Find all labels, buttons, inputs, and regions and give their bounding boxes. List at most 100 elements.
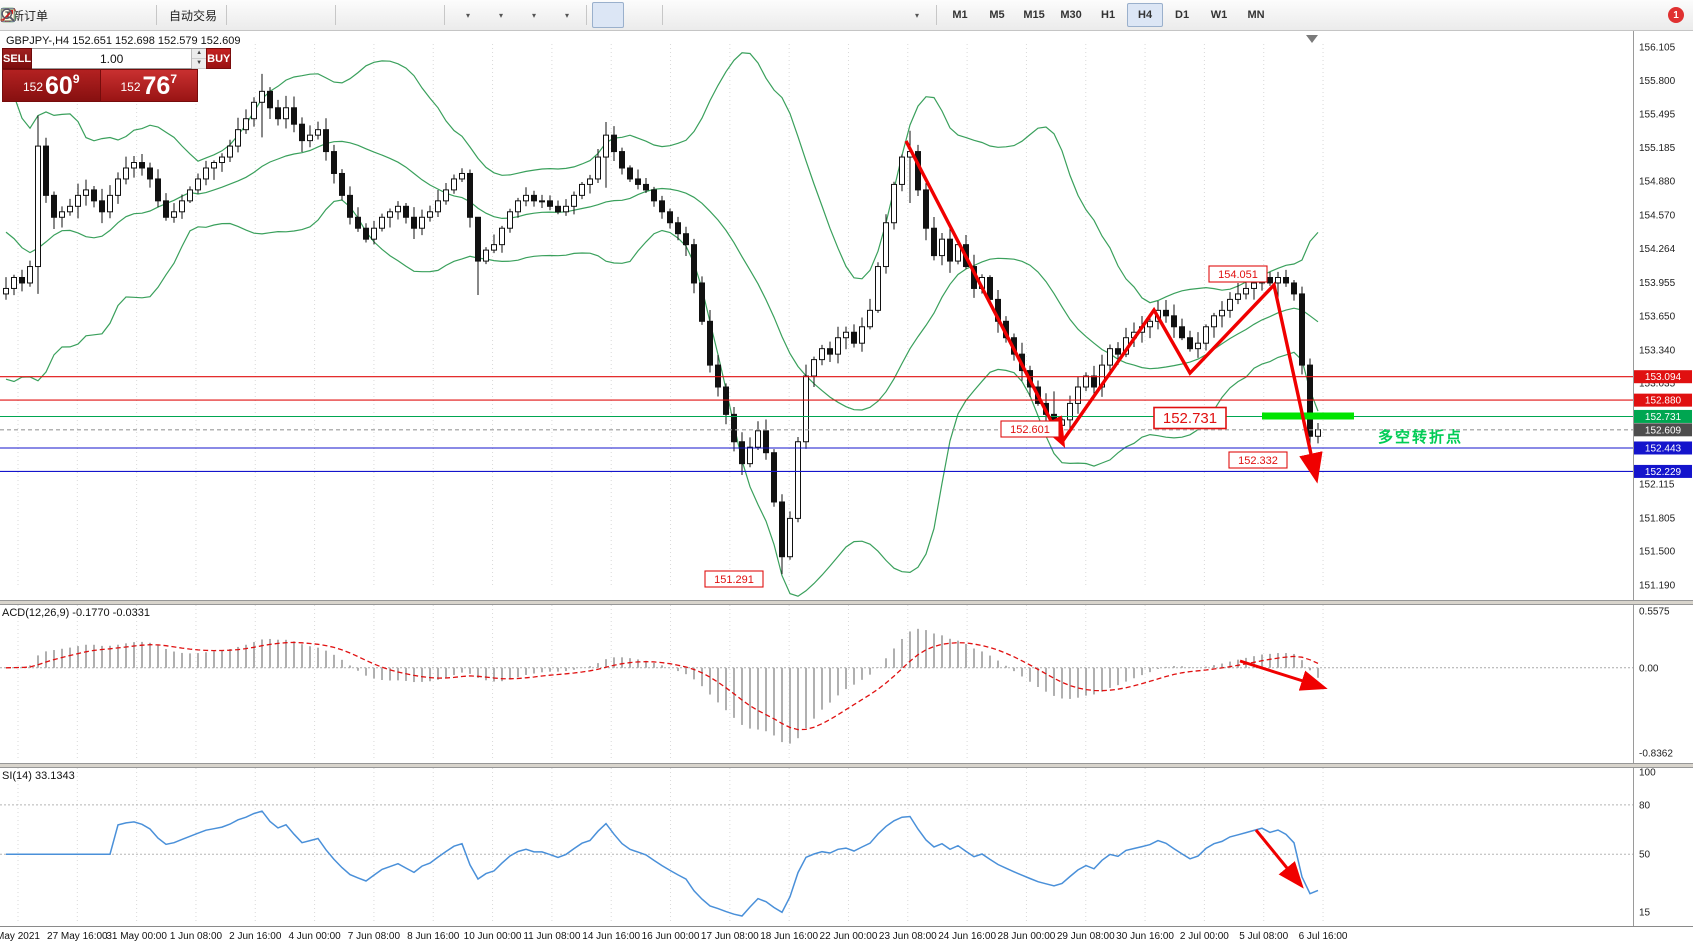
chart-shift-marker[interactable] bbox=[1306, 35, 1318, 43]
annotation-text: 154.051 bbox=[1218, 269, 1258, 281]
notifications-badge[interactable]: 1 bbox=[1668, 7, 1684, 23]
time-axis[interactable]: May 2021 27 May 16:00 31 May 00:00 1 Jun 08… bbox=[0, 926, 1693, 948]
rsi-scale-label: 100 bbox=[1639, 768, 1656, 779]
macd-trend-arrow[interactable] bbox=[1239, 659, 1328, 691]
annotation-box-152.601[interactable] bbox=[1000, 420, 1060, 438]
buy-button[interactable]: BUY bbox=[206, 48, 232, 69]
macd-histogram[interactable] bbox=[6, 628, 1319, 744]
toolbar-separator bbox=[335, 5, 337, 25]
annotation-box-151.291[interactable] bbox=[704, 570, 764, 588]
price-tick-label: 154.264 bbox=[1639, 244, 1676, 255]
rsi-trend-arrow[interactable] bbox=[1254, 829, 1304, 889]
search-button[interactable] bbox=[1, 2, 1660, 28]
autotrading-button-label: 自动交易 bbox=[169, 8, 218, 23]
time-label: 2 Jun 16:00 bbox=[229, 931, 282, 942]
price-tag-152.609 bbox=[1634, 423, 1692, 437]
sell-price-prefix: 152 bbox=[22, 80, 44, 94]
sell-button[interactable]: SELL bbox=[2, 48, 33, 69]
note-text-turning-point[interactable]: 多空转折点 bbox=[1378, 428, 1463, 446]
autotrading-button[interactable]: 自动交易 bbox=[0, 2, 221, 28]
alerts-button[interactable] bbox=[2, 2, 151, 28]
sell-price-big: 60 bbox=[45, 72, 73, 100]
price-axis[interactable] bbox=[1633, 30, 1693, 600]
price-tag-152.880 bbox=[1634, 393, 1692, 407]
macd-axis[interactable] bbox=[1633, 603, 1693, 763]
timeframe-m15[interactable]: M15 bbox=[1023, 9, 1045, 21]
bollinger-upper-band[interactable] bbox=[5, 52, 1319, 304]
text-button[interactable]: A bbox=[4, 2, 865, 28]
trend-arrow-down-1[interactable] bbox=[904, 140, 1066, 449]
price-tag-152.229 bbox=[1634, 464, 1692, 478]
tile-windows-button[interactable] bbox=[1, 2, 439, 28]
bollinger-middle-band[interactable] bbox=[5, 140, 1319, 411]
volume-increase-button[interactable]: ▲ bbox=[192, 49, 207, 59]
volume-decrease-button[interactable]: ▼ bbox=[192, 59, 207, 69]
rsi-panel-canvas[interactable]: 100 80 50 15 bbox=[0, 766, 1693, 926]
arrows-button[interactable]: ▾ bbox=[1, 2, 931, 28]
bollinger-lower-band[interactable] bbox=[5, 199, 1319, 597]
new-chart-button[interactable]: ▾ bbox=[1, 2, 482, 28]
text-label-button[interactable]: T bbox=[1, 2, 898, 28]
price-tick-label: 152.115 bbox=[1639, 479, 1675, 490]
zoom-in-button[interactable] bbox=[1, 2, 373, 28]
toolbar-separator bbox=[444, 5, 446, 25]
zoom-out-button[interactable] bbox=[1, 2, 406, 28]
panel-separator[interactable] bbox=[0, 600, 1693, 605]
cursor-button[interactable] bbox=[5, 2, 625, 28]
annotation-box-154.051[interactable] bbox=[1208, 265, 1268, 283]
panel-separator[interactable] bbox=[0, 763, 1693, 768]
crosshair-button[interactable] bbox=[1, 2, 657, 28]
timeframe-m5[interactable]: M5 bbox=[989, 9, 1005, 21]
candlesticks[interactable] bbox=[3, 73, 1321, 575]
time-label: 17 Jun 08:00 bbox=[700, 931, 759, 942]
fibonacci-button[interactable] bbox=[1, 2, 832, 28]
macd-scale-label: -0.8362 bbox=[1639, 749, 1673, 760]
indicators-button[interactable]: ▾ bbox=[0, 2, 515, 28]
time-label: 11 Jun 08:00 bbox=[523, 931, 581, 942]
dropdown-arrow-icon: ▾ bbox=[466, 10, 471, 20]
bar-chart-button[interactable] bbox=[1, 2, 264, 28]
main-chart-canvas[interactable]: 156.105 155.800 155.495 155.185 154.880 154.5… bbox=[0, 30, 1693, 600]
macd-signal-line[interactable] bbox=[5, 641, 1319, 731]
timeframe-h1[interactable]: H1 bbox=[1101, 9, 1116, 21]
profile-button[interactable] bbox=[1, 2, 118, 28]
price-tick-label: 155.185 bbox=[1639, 143, 1676, 154]
templates-button[interactable]: ▾ bbox=[1, 2, 581, 28]
rsi-axis[interactable] bbox=[1633, 766, 1693, 926]
volume-input[interactable] bbox=[32, 49, 192, 68]
toolbar-separator bbox=[156, 5, 158, 25]
annotation-box-152.332[interactable] bbox=[1228, 451, 1288, 469]
sell-price-sup: 9 bbox=[72, 72, 80, 86]
horizontal-line-button[interactable] bbox=[1, 2, 733, 28]
timeframe-mn[interactable]: MN bbox=[1247, 9, 1265, 21]
periods-button[interactable]: ▾ bbox=[1, 2, 548, 28]
channel-button[interactable] bbox=[1, 2, 799, 28]
sell-price-panel[interactable]: 152 60 9 bbox=[2, 69, 100, 102]
line-chart-button[interactable] bbox=[1, 2, 330, 28]
vertical-line-button[interactable] bbox=[3, 2, 700, 28]
time-label: 7 Jun 08:00 bbox=[347, 931, 401, 942]
rsi-scale-label: 15 bbox=[1639, 907, 1651, 918]
timeframe-h4[interactable]: H4 bbox=[1127, 3, 1164, 27]
price-tag-text: 152.229 bbox=[1645, 467, 1682, 478]
highlight-bar[interactable] bbox=[1262, 412, 1354, 420]
trend-arrow-zigzag[interactable] bbox=[1060, 281, 1323, 484]
buy-price-panel[interactable]: 152 76 7 bbox=[99, 69, 198, 102]
trendline-button[interactable] bbox=[0, 2, 766, 28]
timeframe-d1[interactable]: D1 bbox=[1175, 9, 1190, 21]
timeframe-m1[interactable]: M1 bbox=[952, 9, 968, 21]
buy-price-prefix: 152 bbox=[120, 80, 141, 94]
macd-scale-label: 0.5575 bbox=[1639, 607, 1670, 618]
price-tick-label: 153.650 bbox=[1639, 311, 1676, 322]
timeframe-w1[interactable]: W1 bbox=[1210, 9, 1228, 21]
candlestick-chart-button[interactable] bbox=[2, 2, 297, 28]
annotation-box-152.731[interactable] bbox=[1153, 406, 1227, 430]
price-tag-text: 152.609 bbox=[1645, 425, 1682, 436]
time-label: 18 Jun 16:00 bbox=[760, 931, 819, 942]
macd-panel-canvas[interactable]: 0.5575 0.00 -0.8362 bbox=[0, 603, 1693, 763]
price-tick-label: 156.105 bbox=[1639, 43, 1676, 54]
rsi-line[interactable] bbox=[6, 810, 1319, 917]
timeframe-m30[interactable]: M30 bbox=[1060, 9, 1082, 21]
charts-button[interactable] bbox=[1, 2, 85, 28]
